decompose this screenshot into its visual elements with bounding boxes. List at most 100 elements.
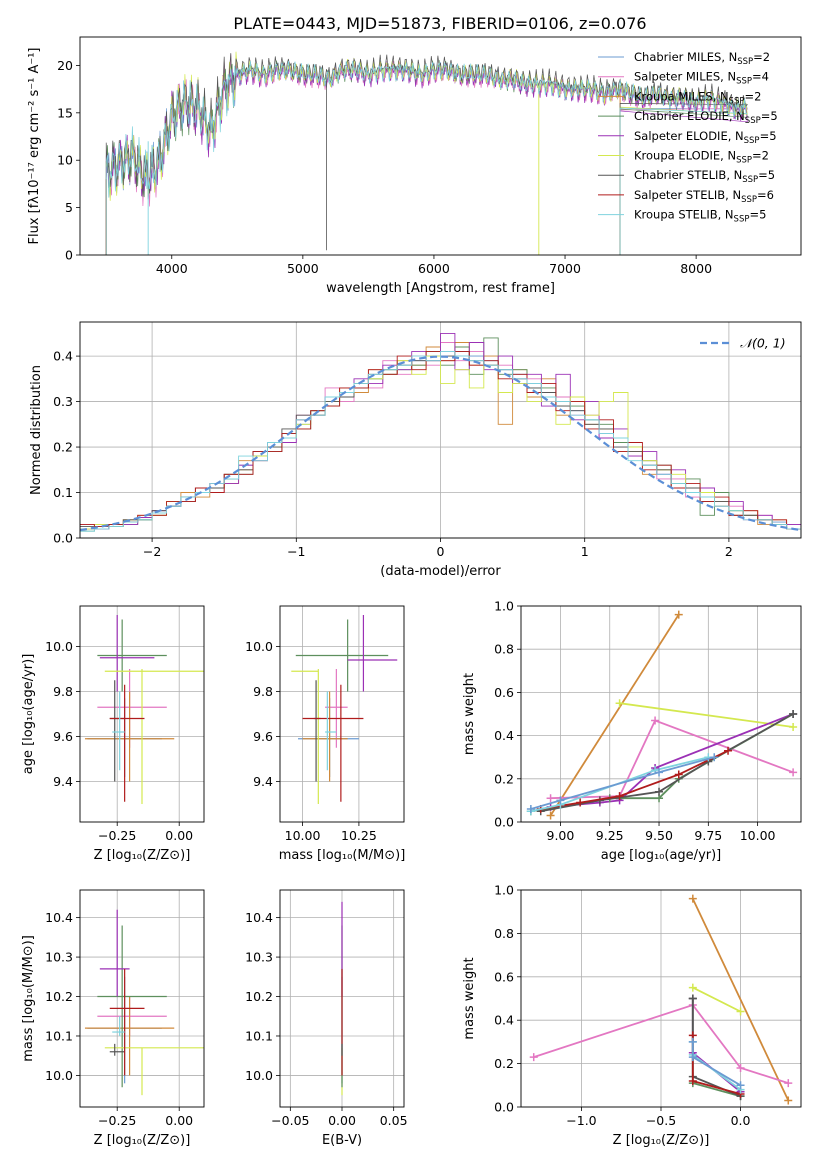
z-weight-frame <box>520 889 802 1108</box>
gaussian-curve <box>80 355 801 532</box>
spectrum-xtick-label: 4000 <box>156 261 188 276</box>
age-weight-ylabel: mass weight <box>462 673 477 755</box>
z-mass-ytick-label: 10.0 <box>45 1068 73 1083</box>
ebv-mass-xlabel: E(B-V) <box>322 1133 362 1148</box>
z-mass-ytick-label: 10.1 <box>45 1028 73 1043</box>
z-age-frame <box>79 605 205 823</box>
age-weight-frame <box>520 605 802 823</box>
age-weight-ytick-label: 1.0 <box>494 599 514 614</box>
figure-title: PLATE=0443, MJD=51873, FIBERID=0106, z=0… <box>233 14 646 33</box>
age-weight-marker <box>724 746 733 755</box>
age-weight-marker <box>546 811 555 820</box>
legend-entry-count: =5 <box>761 109 778 123</box>
age-weight-plot <box>526 610 798 820</box>
z-weight-marker <box>784 1096 793 1105</box>
residuals-ytick-label: 0.4 <box>53 349 73 364</box>
ebv-mass-xtick-label: 0.00 <box>328 1113 356 1128</box>
legend-entry-sub: SSP <box>729 96 745 106</box>
legend-entry-name: Salpeter STELIB, N <box>634 188 741 202</box>
residuals-ytick-label: 0.3 <box>53 394 73 409</box>
legend-entry: Chabrier STELIB, NSSP=5 <box>634 168 775 185</box>
legend-entry-sub: SSP <box>741 195 757 205</box>
legend-entry-count: =6 <box>757 188 774 202</box>
z-age-plot <box>84 615 204 804</box>
z-weight-ytick-label: 0.0 <box>494 1100 514 1115</box>
age-weight-panel: 9.00 9.25 9.50 9.75 10.00 0.0 0.2 0.4 0.6 0.8 1.0 a… <box>462 599 802 863</box>
z-mass-panel: −0.25 0.00 10.0 10.1 10.2 10.3 10.4 Z [log₁₀(Z/… <box>21 889 205 1148</box>
ebv-mass-frame <box>279 889 405 1108</box>
age-weight-marker <box>615 792 624 801</box>
z-weight-ylabel: mass weight <box>462 957 477 1039</box>
spectrum-series-8 <box>105 60 748 255</box>
legend-entry-sub: SSP <box>736 77 752 87</box>
spectrum-xtick-label: 6000 <box>418 261 450 276</box>
legend-entry: Salpeter MILES, NSSP=4 <box>634 70 769 87</box>
z-weight-ytick-label: 0.2 <box>494 1056 514 1071</box>
age-weight-marker <box>789 722 798 731</box>
age-weight-ytick-label: 0.2 <box>494 771 514 786</box>
legend-entry-sub: SSP <box>737 57 753 67</box>
spectrum-xlabel: wavelength [Angstrom, rest frame] <box>326 281 555 296</box>
z-weight-marker <box>688 983 697 992</box>
z-weight-ytick-label: 0.4 <box>494 1013 514 1028</box>
spectrum-series-6 <box>105 53 749 255</box>
z-weight-plot <box>529 894 793 1105</box>
z-weight-series-2 <box>533 1003 789 1084</box>
z-weight-series-3 <box>691 998 742 1093</box>
residuals-ytick-label: 0.1 <box>53 485 73 500</box>
residuals-xtick-label: −1 <box>287 544 305 559</box>
mass-age-xlabel: mass [log₁₀(M/M⊙)] <box>279 848 406 863</box>
legend-entry-count: =5 <box>758 168 775 182</box>
ebv-mass-panel: −0.05 0.00 0.05 10.0 10.1 10.2 10.3 10.4 E(B-V) <box>245 889 408 1148</box>
z-age-ytick-label: 9.8 <box>53 684 73 699</box>
residuals-frame <box>79 321 802 539</box>
age-weight-marker <box>556 796 565 805</box>
age-weight-series-1 <box>619 702 794 728</box>
z-weight-marker <box>736 1081 745 1090</box>
age-weight-ytick-label: 0.6 <box>494 685 514 700</box>
age-weight-xtick-label: 9.50 <box>645 828 673 843</box>
ebv-mass-xtick-label: −0.05 <box>271 1113 309 1128</box>
residuals-ytick-label: 0.2 <box>53 440 73 455</box>
residuals-plot <box>80 332 801 538</box>
z-weight-xtick-label: −0.5 <box>646 1113 676 1128</box>
z-age-ylabel: age [log₁₀(age/yr)] <box>21 654 36 775</box>
spectrum-series-5 <box>105 51 748 255</box>
residuals-xtick-label: 2 <box>725 544 733 559</box>
z-mass-axes: −0.25 0.00 10.0 10.1 10.2 10.3 10.4 Z [log₁₀(Z/… <box>21 889 205 1148</box>
age-weight-xtick-label: 9.00 <box>547 828 575 843</box>
spectrum-xtick-label: 8000 <box>680 261 712 276</box>
z-weight-marker <box>688 1076 697 1085</box>
age-weight-axes: 9.00 9.25 9.50 9.75 10.00 0.0 0.2 0.4 0.6 0.8 1.0 a… <box>462 599 802 863</box>
z-weight-ytick-label: 1.0 <box>494 883 514 898</box>
z-age-xtick-label: −0.25 <box>98 828 136 843</box>
spectrum-frame <box>79 36 802 256</box>
legend-entry-sub: SSP <box>742 175 758 185</box>
legend-entry-name: Chabrier MILES, N <box>634 50 737 64</box>
age-weight-xtick-label: 10.00 <box>740 828 776 843</box>
z-mass-xtick-label: −0.25 <box>98 1113 136 1128</box>
mass-age-xtick-label: 10.00 <box>285 828 321 843</box>
legend-entry: Salpeter STELIB, NSSP=6 <box>634 188 774 205</box>
ebv-mass-ytick-label: 10.0 <box>245 1068 273 1083</box>
spectrum-panel: 4000 5000 6000 7000 8000 0 5 10 15 20 wavelength [… <box>27 36 802 296</box>
legend-entry: Salpeter ELODIE, NSSP=5 <box>634 129 777 146</box>
legend-entry: Kroupa STELIB, NSSP=5 <box>634 208 766 225</box>
residuals-ylabel: Normed distribution <box>29 365 44 495</box>
residuals-xlabel: (data-model)/error <box>380 564 501 579</box>
legend-entry: Chabrier MILES, NSSP=2 <box>634 50 770 67</box>
mass-age-axes: 10.00 10.25 9.4 9.6 9.8 10.0 mass [log₁₀(M/M⊙)… <box>245 605 406 863</box>
mass-age-frame <box>279 605 405 823</box>
legend-entry-count: =2 <box>744 89 761 103</box>
residuals-xtick-label: 0 <box>437 544 445 559</box>
z-age-xlabel: Z [log₁₀(Z/Z⊙)] <box>94 848 191 863</box>
age-weight-xtick-label: 9.75 <box>694 828 722 843</box>
z-weight-marker <box>688 1037 697 1046</box>
z-weight-marker <box>529 1053 538 1062</box>
mass-age-grid <box>280 606 404 822</box>
z-mass-ytick-label: 10.2 <box>45 989 73 1004</box>
age-weight-marker <box>651 716 660 725</box>
residuals-ytick-label: 0.0 <box>53 531 73 546</box>
age-weight-marker <box>789 768 798 777</box>
